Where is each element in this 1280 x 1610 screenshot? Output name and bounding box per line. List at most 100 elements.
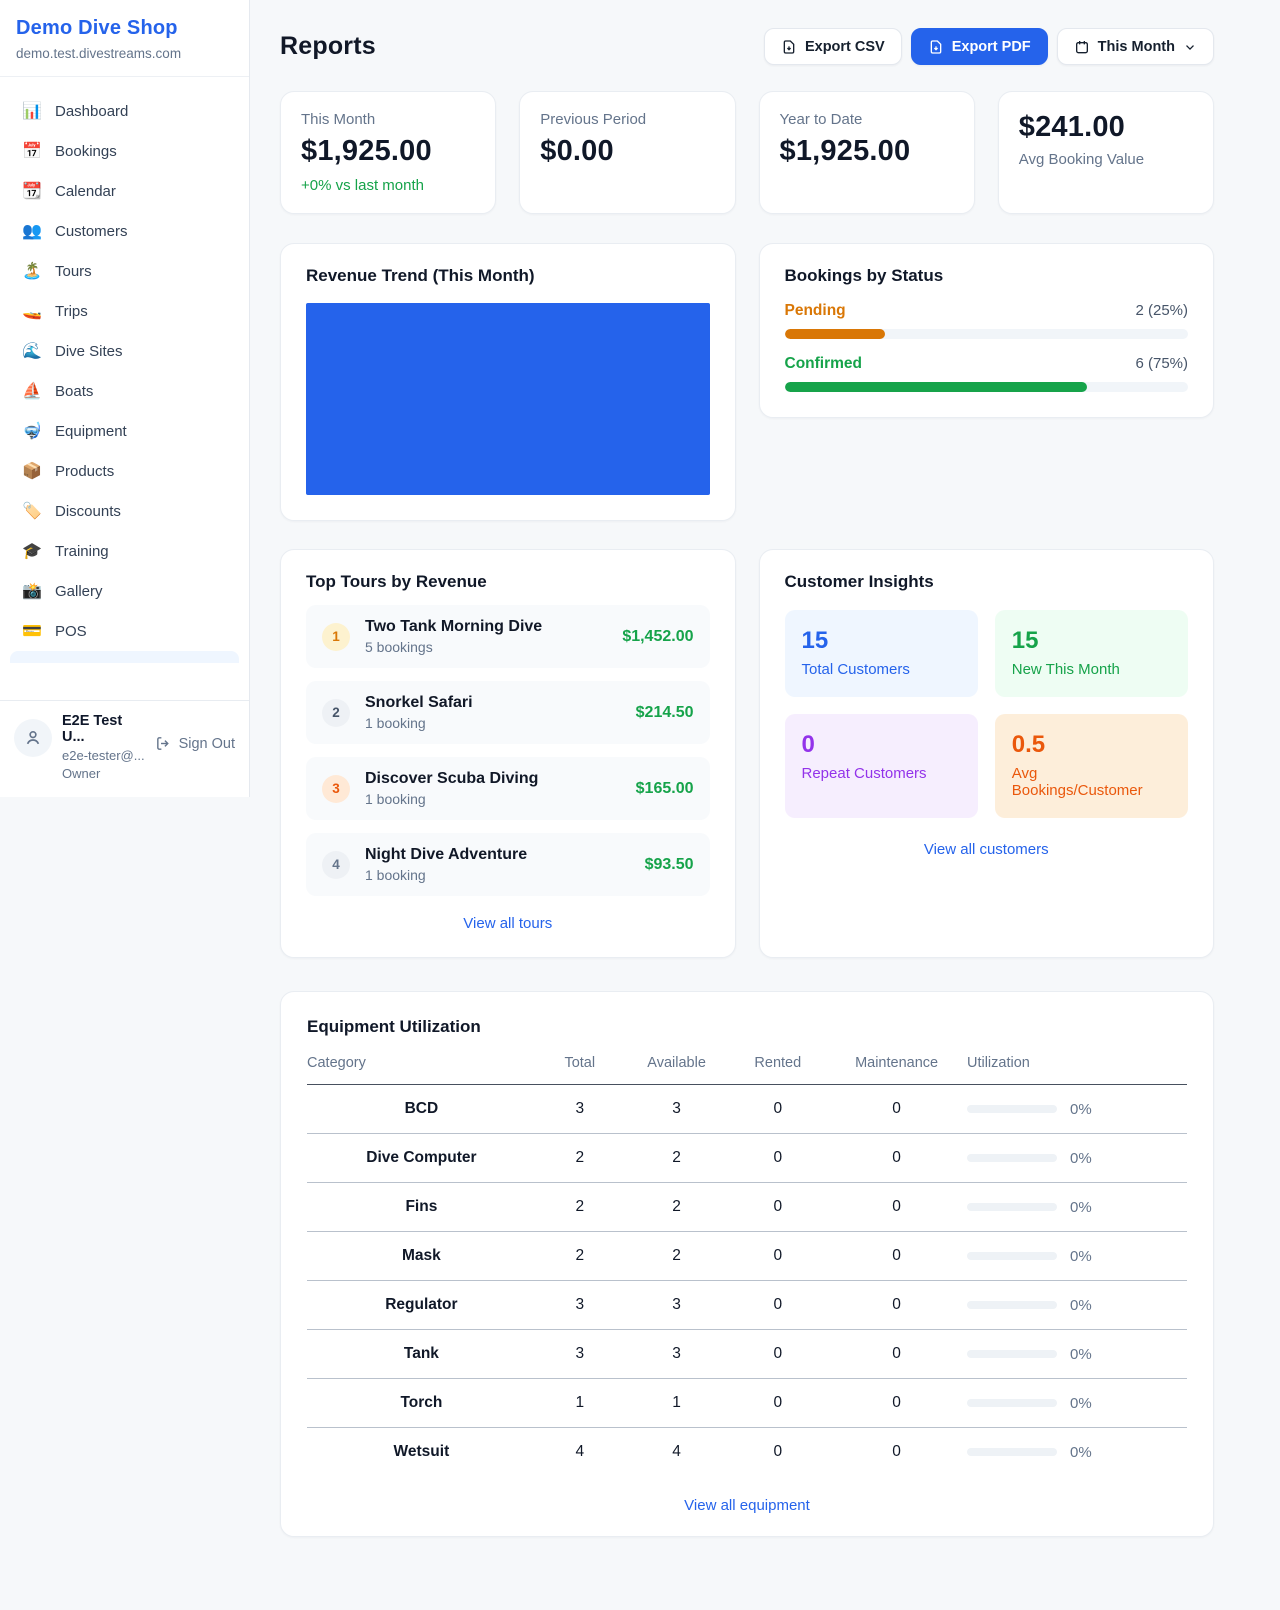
sailboat-icon: ⛵ (22, 383, 42, 400)
island-icon: 🏝️ (22, 263, 42, 280)
sign-out-button[interactable]: Sign Out (155, 735, 235, 752)
status-row-confirmed: Confirmed 6 (75%) (784, 355, 1188, 392)
shop-domain: demo.test.divestreams.com (16, 46, 182, 61)
col-total: Total (535, 1055, 624, 1085)
shop-name: Demo Dive Shop (16, 17, 178, 39)
utilization-bar-track (966, 1399, 1057, 1407)
stat-label: Year to Date (779, 111, 863, 128)
equipment-category: Mask (307, 1231, 536, 1281)
export-csv-button[interactable]: Export CSV (763, 28, 902, 65)
status-label: Confirmed (784, 355, 863, 372)
status-bar-fill (784, 329, 886, 339)
equipment-utilization: 0% (966, 1231, 1187, 1281)
sidebar: Demo Dive Shop demo.test.divestreams.com… (0, 0, 250, 797)
sidebar-item-customers[interactable]: 👥 Customers (10, 211, 239, 251)
insight-label: Avg Bookings/Customer (1011, 765, 1143, 799)
equipment-utilization: 0% (966, 1280, 1187, 1330)
rank-badge: 2 (322, 698, 350, 727)
stat-card-avg-booking-value: $241.00 Avg Booking Value (997, 91, 1214, 214)
utilization-percent: 0% (1069, 1345, 1092, 1363)
equipment-maintenance: 0 (826, 1231, 967, 1281)
insight-value: 0.5 (1011, 731, 1046, 758)
equipment-maintenance: 0 (826, 1329, 967, 1379)
insight-new-this-month: 15 New This Month (994, 610, 1188, 697)
file-download-icon (783, 39, 795, 54)
sidebar-item-label: Dive Sites (55, 342, 123, 360)
equipment-rented: 0 (729, 1378, 827, 1428)
col-maintenance: Maintenance (826, 1055, 967, 1085)
utilization-percent: 0% (1069, 1247, 1092, 1265)
tour-bookings: 1 booking (365, 715, 426, 731)
col-rented: Rented (729, 1055, 827, 1085)
stat-value: $1,925.00 (779, 135, 911, 167)
col-utilization: Utilization (966, 1055, 1187, 1085)
equipment-row: Wetsuit 4 4 0 0 0% (307, 1428, 1187, 1477)
equipment-category: BCD (307, 1084, 536, 1134)
utilization-percent: 0% (1069, 1296, 1092, 1314)
insight-avg-bookings: 0.5 Avg Bookings/Customer (994, 714, 1188, 818)
equipment-row: BCD 3 3 0 0 0% (307, 1084, 1187, 1134)
header-actions: Export CSV Export PDF This Month (763, 28, 1214, 65)
sidebar-item-dive-sites[interactable]: 🌊 Dive Sites (10, 331, 239, 371)
sidebar-item-label: Gallery (55, 582, 103, 600)
sidebar-item-label: Training (55, 542, 109, 560)
package-icon: 📦 (22, 463, 42, 480)
avatar (14, 719, 52, 757)
sidebar-item-calendar[interactable]: 📆 Calendar (10, 171, 239, 211)
equipment-category: Tank (307, 1329, 536, 1379)
view-all-customers-link[interactable]: View all customers (923, 841, 1049, 858)
status-count: 2 (25%) (1135, 302, 1188, 319)
tour-bookings: 1 booking (365, 791, 426, 807)
sidebar-item-tours[interactable]: 🏝️ Tours (10, 251, 239, 291)
equipment-utilization: 0% (966, 1428, 1187, 1477)
tour-revenue: $1,452.00 (622, 627, 694, 645)
sidebar-item-pos[interactable]: 💳 POS (10, 611, 239, 651)
stat-card-this-month: This Month $1,925.00 +0% vs last month (280, 91, 497, 214)
equipment-rented: 0 (729, 1084, 827, 1134)
calendar-icon (1075, 40, 1088, 53)
period-label: This Month (1097, 38, 1175, 55)
status-count: 6 (75%) (1135, 355, 1188, 372)
sidebar-item-reports-active-partial[interactable] (10, 651, 239, 663)
sidebar-item-gallery[interactable]: 📸 Gallery (10, 571, 239, 611)
sidebar-item-boats[interactable]: ⛵ Boats (10, 371, 239, 411)
utilization-bar-track (966, 1252, 1057, 1260)
sidebar-item-equipment[interactable]: 🤿 Equipment (10, 411, 239, 451)
equipment-utilization: 0% (966, 1378, 1187, 1428)
equipment-category: Dive Computer (307, 1133, 536, 1183)
insights-row: Top Tours by Revenue 1 Two Tank Morning … (280, 549, 1214, 958)
sidebar-item-label: Discounts (55, 502, 121, 520)
equipment-table-header: Category Total Available Rented Maintena… (307, 1055, 1187, 1085)
status-bar-track (784, 329, 1188, 339)
sidebar-item-discounts[interactable]: 🏷️ Discounts (10, 491, 239, 531)
period-dropdown[interactable]: This Month (1056, 28, 1214, 65)
stat-label: This Month (301, 111, 376, 128)
equipment-row: Tank 3 3 0 0 0% (307, 1329, 1187, 1379)
sidebar-item-training[interactable]: 🎓 Training (10, 531, 239, 571)
sidebar-item-products[interactable]: 📦 Products (10, 451, 239, 491)
export-pdf-button[interactable]: Export PDF (910, 28, 1048, 65)
equipment-rented: 0 (729, 1182, 827, 1232)
view-all-equipment-link[interactable]: View all equipment (684, 1497, 810, 1514)
equipment-total: 3 (535, 1329, 624, 1379)
insight-value: 15 (801, 627, 829, 654)
equipment-maintenance: 0 (826, 1378, 967, 1428)
equipment-total: 2 (535, 1133, 624, 1183)
equipment-available: 2 (623, 1182, 730, 1232)
revenue-trend-chart-bar (306, 303, 710, 495)
equipment-category: Regulator (307, 1280, 536, 1330)
status-row-pending: Pending 2 (25%) (784, 302, 1188, 339)
sidebar-item-bookings[interactable]: 📅 Bookings (10, 131, 239, 171)
page-title: Reports (280, 32, 376, 60)
sidebar-item-dashboard[interactable]: 📊 Dashboard (10, 91, 239, 131)
utilization-percent: 0% (1069, 1100, 1092, 1118)
equipment-category: Fins (307, 1182, 536, 1232)
graduation-cap-icon: 🎓 (22, 543, 42, 560)
insight-cards: 15 Total Customers 15 New This Month 0 R… (784, 610, 1188, 818)
wave-icon: 🌊 (22, 343, 42, 360)
view-all-tours-link[interactable]: View all tours (463, 915, 553, 932)
stat-value: $0.00 (540, 135, 614, 167)
sidebar-item-trips[interactable]: 🚤 Trips (10, 291, 239, 331)
tour-revenue: $165.00 (635, 779, 694, 797)
equipment-category: Wetsuit (393, 1443, 450, 1460)
